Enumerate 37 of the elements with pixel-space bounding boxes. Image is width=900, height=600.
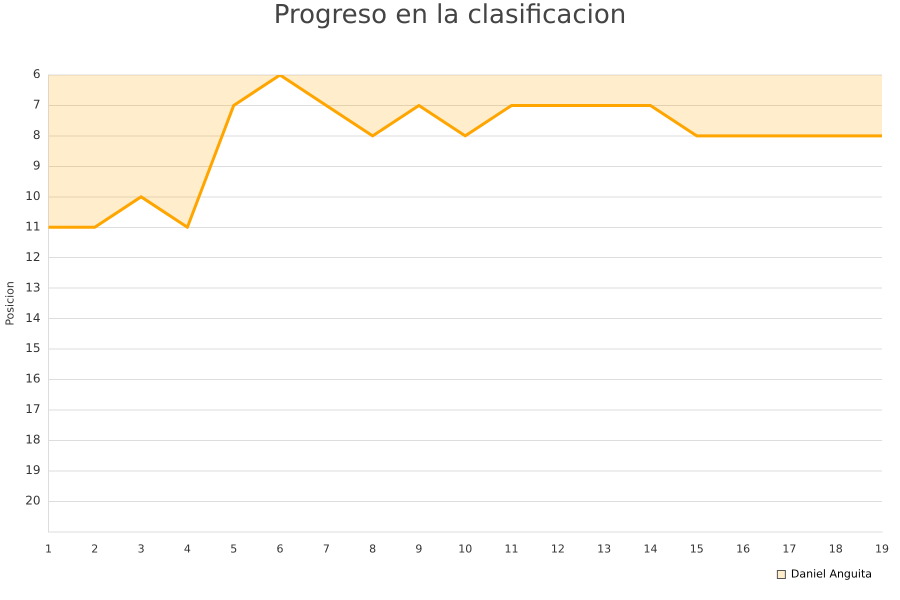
y-tick-label: 10 [25,188,40,203]
legend-label: Daniel Anguita [790,567,872,580]
y-axis-title: Posicion [3,281,16,326]
x-tick-label: 9 [415,542,422,556]
y-tick-label: 16 [25,372,40,386]
x-tick-label: 16 [736,542,750,556]
x-tick-label: 2 [91,542,98,556]
x-tick-label: 15 [690,542,704,556]
y-tick-label: 8 [32,128,40,142]
x-tick-label: 17 [782,542,796,556]
chart-title: Progreso en la clasificacion [272,0,628,30]
y-tick-label: 17 [25,402,40,416]
x-tick-label: 13 [597,542,612,556]
y-tick-label: 19 [25,463,40,478]
y-tick-label: 12 [25,250,40,264]
x-tick-label: 3 [138,542,145,556]
x-tick-label: 8 [369,542,376,556]
y-tick-label: 7 [32,98,40,112]
y-tick-label: 14 [25,310,40,325]
x-tick-label: 6 [276,542,284,556]
y-tick-label: 6 [32,67,40,82]
y-tick-label: 15 [25,341,40,356]
x-tick-label: 11 [504,542,519,556]
x-tick-label: 5 [230,542,238,556]
x-tick-label: 7 [322,542,330,556]
x-tick-label: 18 [828,542,843,556]
y-tick-label: 13 [25,280,40,294]
x-tick-label: 4 [184,542,191,556]
x-tick-label: 12 [550,542,565,556]
y-tick-label: 20 [25,493,40,508]
x-tick-label: 14 [643,542,658,556]
y-tick-label: 18 [25,432,40,447]
x-tick-label: 10 [458,542,472,556]
y-tick-label: 9 [32,158,40,172]
x-tick-label: 19 [875,542,889,556]
y-tick-label: 11 [25,219,40,234]
x-tick-label: 1 [44,542,52,556]
